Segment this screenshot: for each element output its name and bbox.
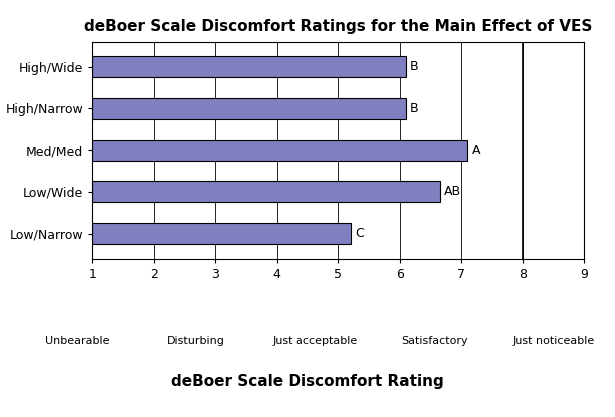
Bar	[92, 56, 406, 77]
Text: Disturbing: Disturbing	[167, 336, 225, 346]
Text: Just acceptable: Just acceptable	[272, 336, 358, 346]
Text: deBoer Scale Discomfort Rating: deBoer Scale Discomfort Rating	[171, 374, 444, 389]
Text: B: B	[410, 102, 419, 115]
Title: deBoer Scale Discomfort Ratings for the Main Effect of VES: deBoer Scale Discomfort Ratings for the …	[84, 19, 592, 34]
Bar	[92, 181, 440, 202]
Bar	[92, 140, 467, 161]
Bar	[92, 98, 406, 119]
Text: A: A	[472, 143, 480, 157]
Text: Unbearable: Unbearable	[45, 336, 109, 346]
Text: AB: AB	[444, 185, 461, 198]
Text: Satisfactory: Satisfactory	[401, 336, 467, 346]
Bar	[92, 223, 351, 244]
Text: B: B	[410, 60, 419, 73]
Text: Just noticeable: Just noticeable	[512, 336, 595, 346]
Text: C: C	[355, 227, 363, 240]
